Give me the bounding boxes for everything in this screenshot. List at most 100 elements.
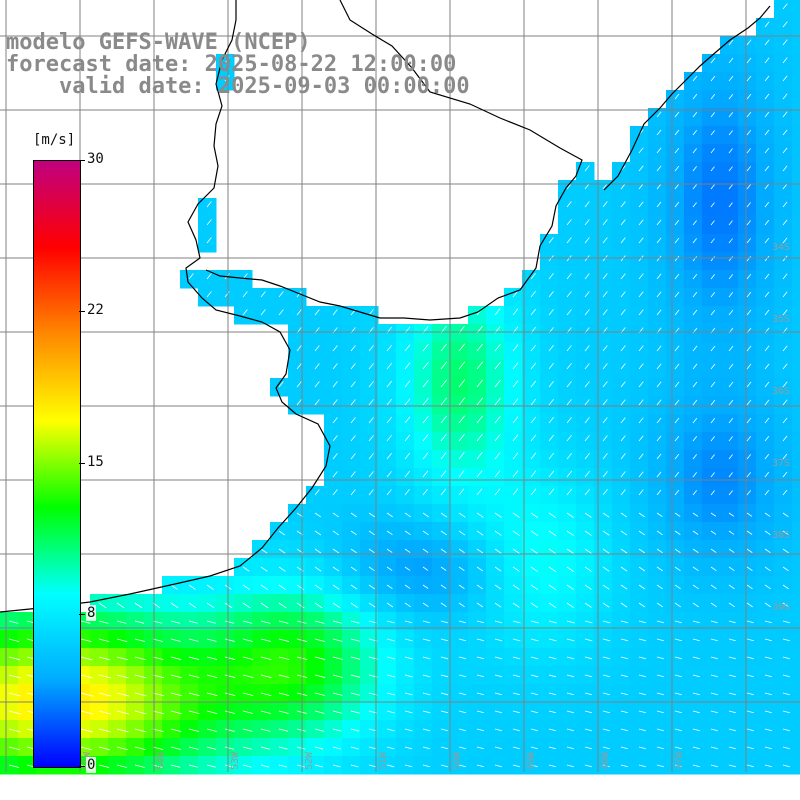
wind-arrow bbox=[476, 379, 484, 388]
wind-arrow bbox=[710, 238, 715, 244]
wind-arrow bbox=[458, 548, 465, 554]
wind-speed-cell bbox=[666, 216, 685, 235]
wind-speed-cell bbox=[612, 288, 631, 307]
wind-arrow bbox=[656, 363, 662, 370]
wind-arrow bbox=[260, 291, 266, 298]
wind-arrow bbox=[152, 746, 164, 750]
wind-arrow bbox=[692, 454, 698, 460]
wind-speed-cell bbox=[738, 360, 757, 379]
wind-arrow bbox=[404, 512, 411, 518]
wind-arrow bbox=[548, 602, 556, 608]
wind-arrow bbox=[674, 417, 680, 424]
wind-arrow bbox=[368, 489, 374, 496]
wind-speed-cell bbox=[648, 306, 667, 325]
wind-arrow bbox=[476, 361, 484, 370]
wind-arrow bbox=[584, 345, 590, 352]
wind-arrow bbox=[566, 237, 572, 244]
wind-arrow bbox=[350, 656, 361, 660]
wind-arrow bbox=[296, 764, 305, 768]
wind-arrow bbox=[242, 692, 254, 697]
wind-arrow bbox=[602, 692, 610, 696]
wind-speed-cell bbox=[792, 108, 800, 127]
wind-arrow bbox=[530, 362, 537, 370]
wind-arrow bbox=[584, 219, 590, 226]
wind-arrow bbox=[350, 620, 360, 624]
wind-arrow bbox=[170, 620, 180, 624]
wind-arrow bbox=[782, 363, 788, 370]
wind-arrow bbox=[602, 656, 611, 660]
wind-arrow bbox=[530, 620, 539, 624]
wind-arrow bbox=[656, 471, 662, 478]
wind-arrow bbox=[260, 309, 266, 316]
wind-arrow bbox=[332, 417, 338, 424]
wind-speed-cell bbox=[684, 180, 703, 199]
wind-arrow bbox=[188, 674, 200, 679]
wind-arrow bbox=[440, 548, 447, 553]
wind-speed-cell bbox=[198, 198, 217, 217]
wind-speed-cell bbox=[504, 342, 523, 361]
wind-arrow bbox=[728, 399, 734, 406]
wind-arrow bbox=[602, 219, 608, 226]
wind-arrow bbox=[386, 656, 396, 660]
wind-speed-cell bbox=[414, 486, 433, 505]
wind-arrow bbox=[764, 381, 770, 388]
wind-speed-cell bbox=[630, 342, 649, 361]
wind-speed-cell bbox=[612, 198, 631, 217]
wind-speed-cell bbox=[558, 198, 577, 217]
wind-arrow bbox=[602, 201, 608, 208]
wind-arrow bbox=[710, 602, 717, 608]
wind-arrow bbox=[764, 638, 772, 642]
wind-arrow bbox=[638, 309, 644, 316]
wind-speed-cell bbox=[648, 234, 667, 253]
wind-arrow bbox=[350, 530, 357, 536]
wind-arrow bbox=[404, 638, 413, 642]
wind-speed-cell bbox=[666, 450, 685, 469]
wind-speed-cell bbox=[504, 468, 523, 487]
wind-arrow bbox=[746, 584, 753, 590]
wind-speed-cell bbox=[738, 396, 757, 415]
wind-arrow bbox=[422, 434, 429, 442]
wind-arrow bbox=[638, 764, 646, 768]
wind-speed-cell bbox=[702, 72, 721, 91]
wind-speed-cell bbox=[612, 414, 631, 433]
wind-speed-cell bbox=[576, 342, 595, 361]
wind-arrow bbox=[404, 416, 411, 424]
wind-arrow bbox=[620, 273, 626, 280]
wind-arrow bbox=[692, 202, 697, 208]
wind-speed-cell bbox=[576, 432, 595, 451]
wind-arrow bbox=[782, 674, 790, 678]
wind-arrow bbox=[512, 674, 521, 678]
wind-arrow bbox=[764, 147, 770, 154]
wind-arrow bbox=[728, 692, 736, 696]
wind-arrow bbox=[332, 548, 340, 554]
wind-speed-cell bbox=[522, 378, 541, 397]
wind-speed-cell bbox=[738, 198, 757, 217]
wind-speed-cell bbox=[522, 450, 541, 469]
wind-arrow bbox=[278, 584, 287, 591]
wind-speed-cell bbox=[720, 180, 739, 199]
wind-arrow bbox=[602, 602, 610, 608]
wind-arrow bbox=[728, 184, 733, 190]
wind-speed-cell bbox=[558, 342, 577, 361]
wind-arrow bbox=[602, 453, 608, 460]
wind-arrow bbox=[602, 620, 611, 624]
wind-arrow bbox=[746, 309, 752, 316]
wind-arrow bbox=[566, 345, 572, 352]
wind-arrow bbox=[746, 656, 754, 660]
wind-arrow bbox=[494, 470, 501, 478]
wind-arrow bbox=[764, 728, 772, 732]
wind-arrow bbox=[494, 728, 502, 732]
wind-speed-cell bbox=[450, 342, 469, 361]
wind-speed-cell bbox=[702, 396, 721, 415]
wind-arrow bbox=[710, 674, 718, 678]
wind-arrow bbox=[386, 362, 393, 370]
wind-arrow bbox=[548, 710, 556, 714]
wind-arrow bbox=[170, 692, 182, 697]
wind-arrow bbox=[332, 435, 338, 442]
wind-arrow bbox=[386, 434, 392, 442]
wind-arrow bbox=[332, 674, 343, 678]
wind-speed-cell bbox=[558, 486, 577, 505]
wind-arrow bbox=[332, 345, 338, 352]
wind-arrow bbox=[782, 291, 788, 298]
wind-arrow bbox=[368, 584, 375, 590]
